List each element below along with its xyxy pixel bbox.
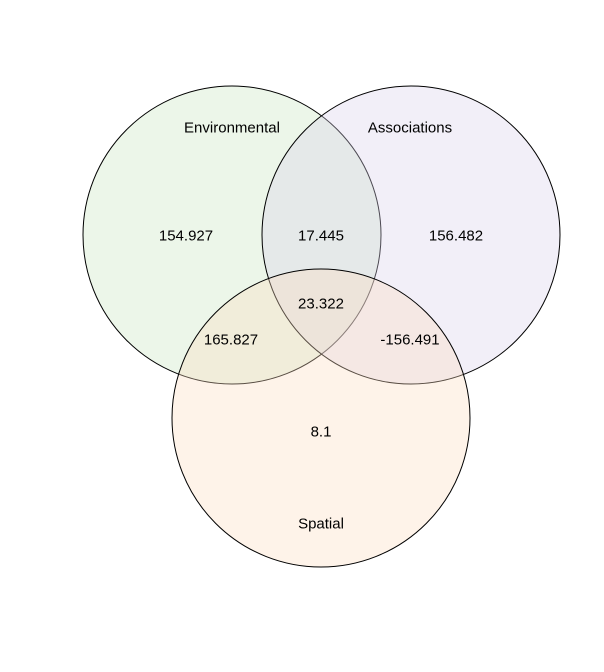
environmental-spatial-value: 165.827 [204,332,258,349]
environmental-associations-value: 17.445 [298,228,344,245]
spatial-circle [171,268,471,568]
associations-spatial-value: -156.491 [380,332,439,349]
all-three-value: 23.322 [298,296,344,313]
spatial-label: Spatial [298,516,344,533]
spatial-only-value: 8.1 [311,424,332,441]
associations-circle [261,85,561,385]
associations-label: Associations [368,120,452,137]
environmental-label: Environmental [184,120,280,137]
environmental-circle [82,85,382,385]
associations-only-value: 156.482 [429,228,483,245]
environmental-only-value: 154.927 [159,228,213,245]
